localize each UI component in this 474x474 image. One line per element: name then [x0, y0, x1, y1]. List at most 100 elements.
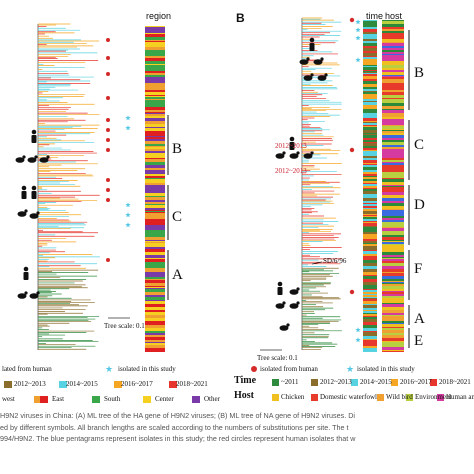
- human-isolate-dot: [106, 128, 110, 132]
- time-strip-cell: [363, 336, 377, 339]
- host-legend-swatch: [406, 394, 413, 401]
- human-icon: [23, 272, 29, 280]
- region-strip-cell: [145, 75, 165, 77]
- host-strip-cell: [382, 201, 404, 203]
- clade-label-c2: C: [414, 137, 425, 153]
- time-strip-cell: [363, 269, 377, 272]
- host-strip-cell: [382, 165, 404, 168]
- region-strip-cell: [145, 204, 165, 205]
- time-strip-cell: [363, 334, 377, 336]
- region-legend-1: East: [52, 395, 65, 403]
- study-isolate-star: [355, 19, 361, 25]
- host-strip-cell: [382, 292, 404, 294]
- region-strip-cell: [145, 258, 165, 259]
- region-strip-cell: [145, 100, 165, 103]
- time-legend-b-0: ~2011: [281, 378, 299, 386]
- time-strip-cell: [363, 133, 377, 134]
- time-strip-cell: [363, 316, 377, 317]
- host-strip-cell: [382, 269, 404, 272]
- region-strip-cell: [145, 185, 165, 186]
- bird-icon: [282, 301, 286, 305]
- time-strip-cell: [363, 62, 377, 65]
- host-strip-cell: [382, 142, 404, 144]
- time-strip-cell: [363, 51, 377, 53]
- bird-icon: [15, 157, 25, 163]
- region-strip-cell: [145, 231, 165, 234]
- region-strip-cell: [145, 263, 165, 265]
- host-strip-cell: [382, 222, 404, 224]
- time-strip-cell: [363, 79, 377, 81]
- host-strip-cell: [382, 186, 404, 187]
- figure-caption: H9N2 viruses in China: (A) ML tree of th…: [0, 410, 474, 474]
- time-legend-swatch-b: [391, 379, 398, 386]
- region-strip-cell: [145, 110, 165, 112]
- time-strip-cell: [363, 118, 377, 121]
- time-strip-cell: [363, 251, 377, 254]
- host-strip-cell: [382, 273, 404, 276]
- time-legend-swatch-b: [311, 379, 318, 386]
- host-strip-cell: [382, 168, 404, 171]
- bird-icon: [24, 209, 28, 213]
- time-strip-cell: [363, 142, 377, 143]
- human-isolate-dot: [106, 96, 110, 100]
- host-strip-cell: [382, 216, 404, 218]
- time-strip-cell: [363, 66, 377, 67]
- time-strip-cell: [363, 290, 377, 292]
- host-strip-cell: [382, 298, 404, 299]
- region-strip-cell: [145, 131, 165, 134]
- time-strip-cell: [363, 109, 377, 112]
- host-strip-cell: [382, 255, 404, 257]
- time-legend-a-1: 2014~2015: [66, 380, 98, 388]
- host-legend-1: Domestic waterfowl: [320, 393, 377, 401]
- human-isolate-dot: [106, 56, 110, 60]
- host-strip-cell: [382, 302, 404, 303]
- time-strip-cell: [363, 174, 377, 176]
- time-strip-cell: [363, 97, 377, 99]
- legend-human-b: isolated from human: [260, 365, 318, 373]
- region-strip-cell: [145, 277, 165, 278]
- region-strip-cell: [145, 28, 165, 30]
- time-strip-cell: [363, 232, 377, 234]
- host-strip-cell: [382, 281, 404, 282]
- host-strip-cell: [382, 33, 404, 36]
- bird-icon: [289, 303, 299, 309]
- time-strip-cell: [363, 211, 377, 214]
- host-strip-cell: [382, 20, 404, 21]
- time-strip-cell: [363, 343, 377, 346]
- host-strip-cell: [382, 178, 404, 179]
- time-strip-cell: [363, 123, 377, 125]
- host-strip-cell: [382, 175, 404, 178]
- region-strip-cell: [145, 95, 165, 96]
- region-strip-cell: [145, 225, 165, 228]
- host-strip-cell: [382, 117, 404, 119]
- region-strip-cell: [145, 137, 165, 138]
- host-strip-cell: [382, 163, 404, 165]
- host-strip-cell: [382, 76, 404, 77]
- host-strip-cell: [382, 198, 404, 201]
- region-strip-cell: [145, 53, 165, 56]
- host-strip-cell: [382, 125, 404, 126]
- host-strip-cell: [382, 218, 404, 220]
- time-strip-cell: [363, 313, 377, 314]
- time-strip-cell: [363, 71, 377, 72]
- region-legend-swatch: [34, 396, 42, 403]
- sd-label: SD/6/96: [323, 257, 347, 265]
- human-icon: [277, 281, 283, 287]
- region-strip-cell: [145, 146, 165, 147]
- time-legend-b-4: 2018~2021: [439, 378, 471, 386]
- host-strip-cell: [382, 135, 404, 138]
- host-strip-cell: [382, 46, 404, 48]
- host-strip-cell: [382, 283, 404, 284]
- region-strip-cell: [145, 200, 165, 202]
- time-strip-cell: [363, 189, 377, 191]
- time-strip-cell: [363, 37, 377, 39]
- region-strip-cell: [145, 289, 165, 292]
- host-strip-cell: [382, 171, 404, 172]
- time-strip-cell: [363, 158, 377, 160]
- region-strip-cell: [145, 186, 165, 188]
- host-strip-cell: [382, 240, 404, 241]
- time-legend-b-1: 2012~2013: [320, 378, 352, 386]
- host-strip-cell: [382, 144, 404, 145]
- host-strip-cell: [382, 330, 404, 331]
- time-strip-cell: [363, 24, 377, 27]
